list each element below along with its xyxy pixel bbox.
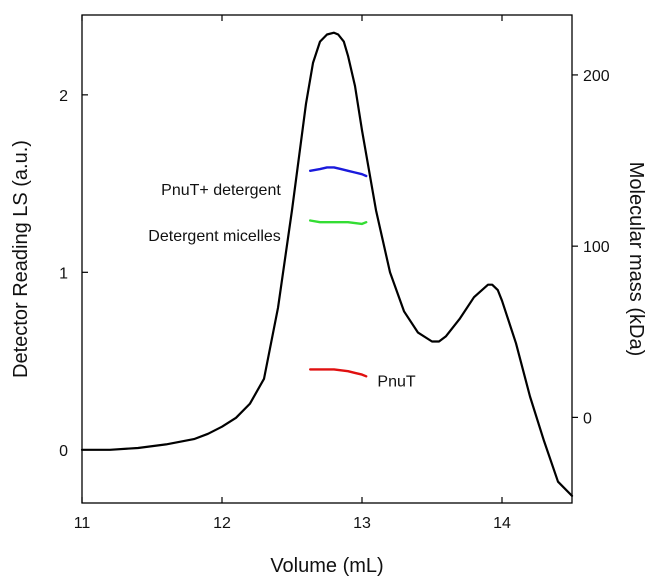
x-tick-label: 12 xyxy=(213,515,231,532)
x-tick-label: 13 xyxy=(353,515,371,532)
y2-tick-label: 200 xyxy=(583,68,610,85)
x-tick-label: 11 xyxy=(74,515,91,532)
x-tick-label: 14 xyxy=(493,515,511,532)
y2-tick-label: 100 xyxy=(583,239,610,256)
plot-frame xyxy=(81,14,573,504)
y-tick-label: 1 xyxy=(59,265,68,282)
y2-tick-label: 0 xyxy=(583,410,592,427)
annotation-label: Detergent micelles xyxy=(148,228,281,245)
y-tick-label: 2 xyxy=(59,88,68,105)
y2-axis-title: Molecular mass (kDa) xyxy=(625,162,647,356)
x-axis-title: Volume (mL) xyxy=(270,555,383,577)
pnut-detergent-line xyxy=(309,166,368,178)
y-axis-title: Detector Reading LS (a.u.) xyxy=(10,140,32,378)
annotation-label: PnuT+ detergent xyxy=(161,182,281,199)
detergent-micelles-line xyxy=(309,219,368,226)
annotation-label: PnuT xyxy=(377,374,415,391)
ls-trace-line xyxy=(80,31,574,497)
pnut-line xyxy=(309,368,368,378)
y-tick-label: 0 xyxy=(59,443,68,460)
